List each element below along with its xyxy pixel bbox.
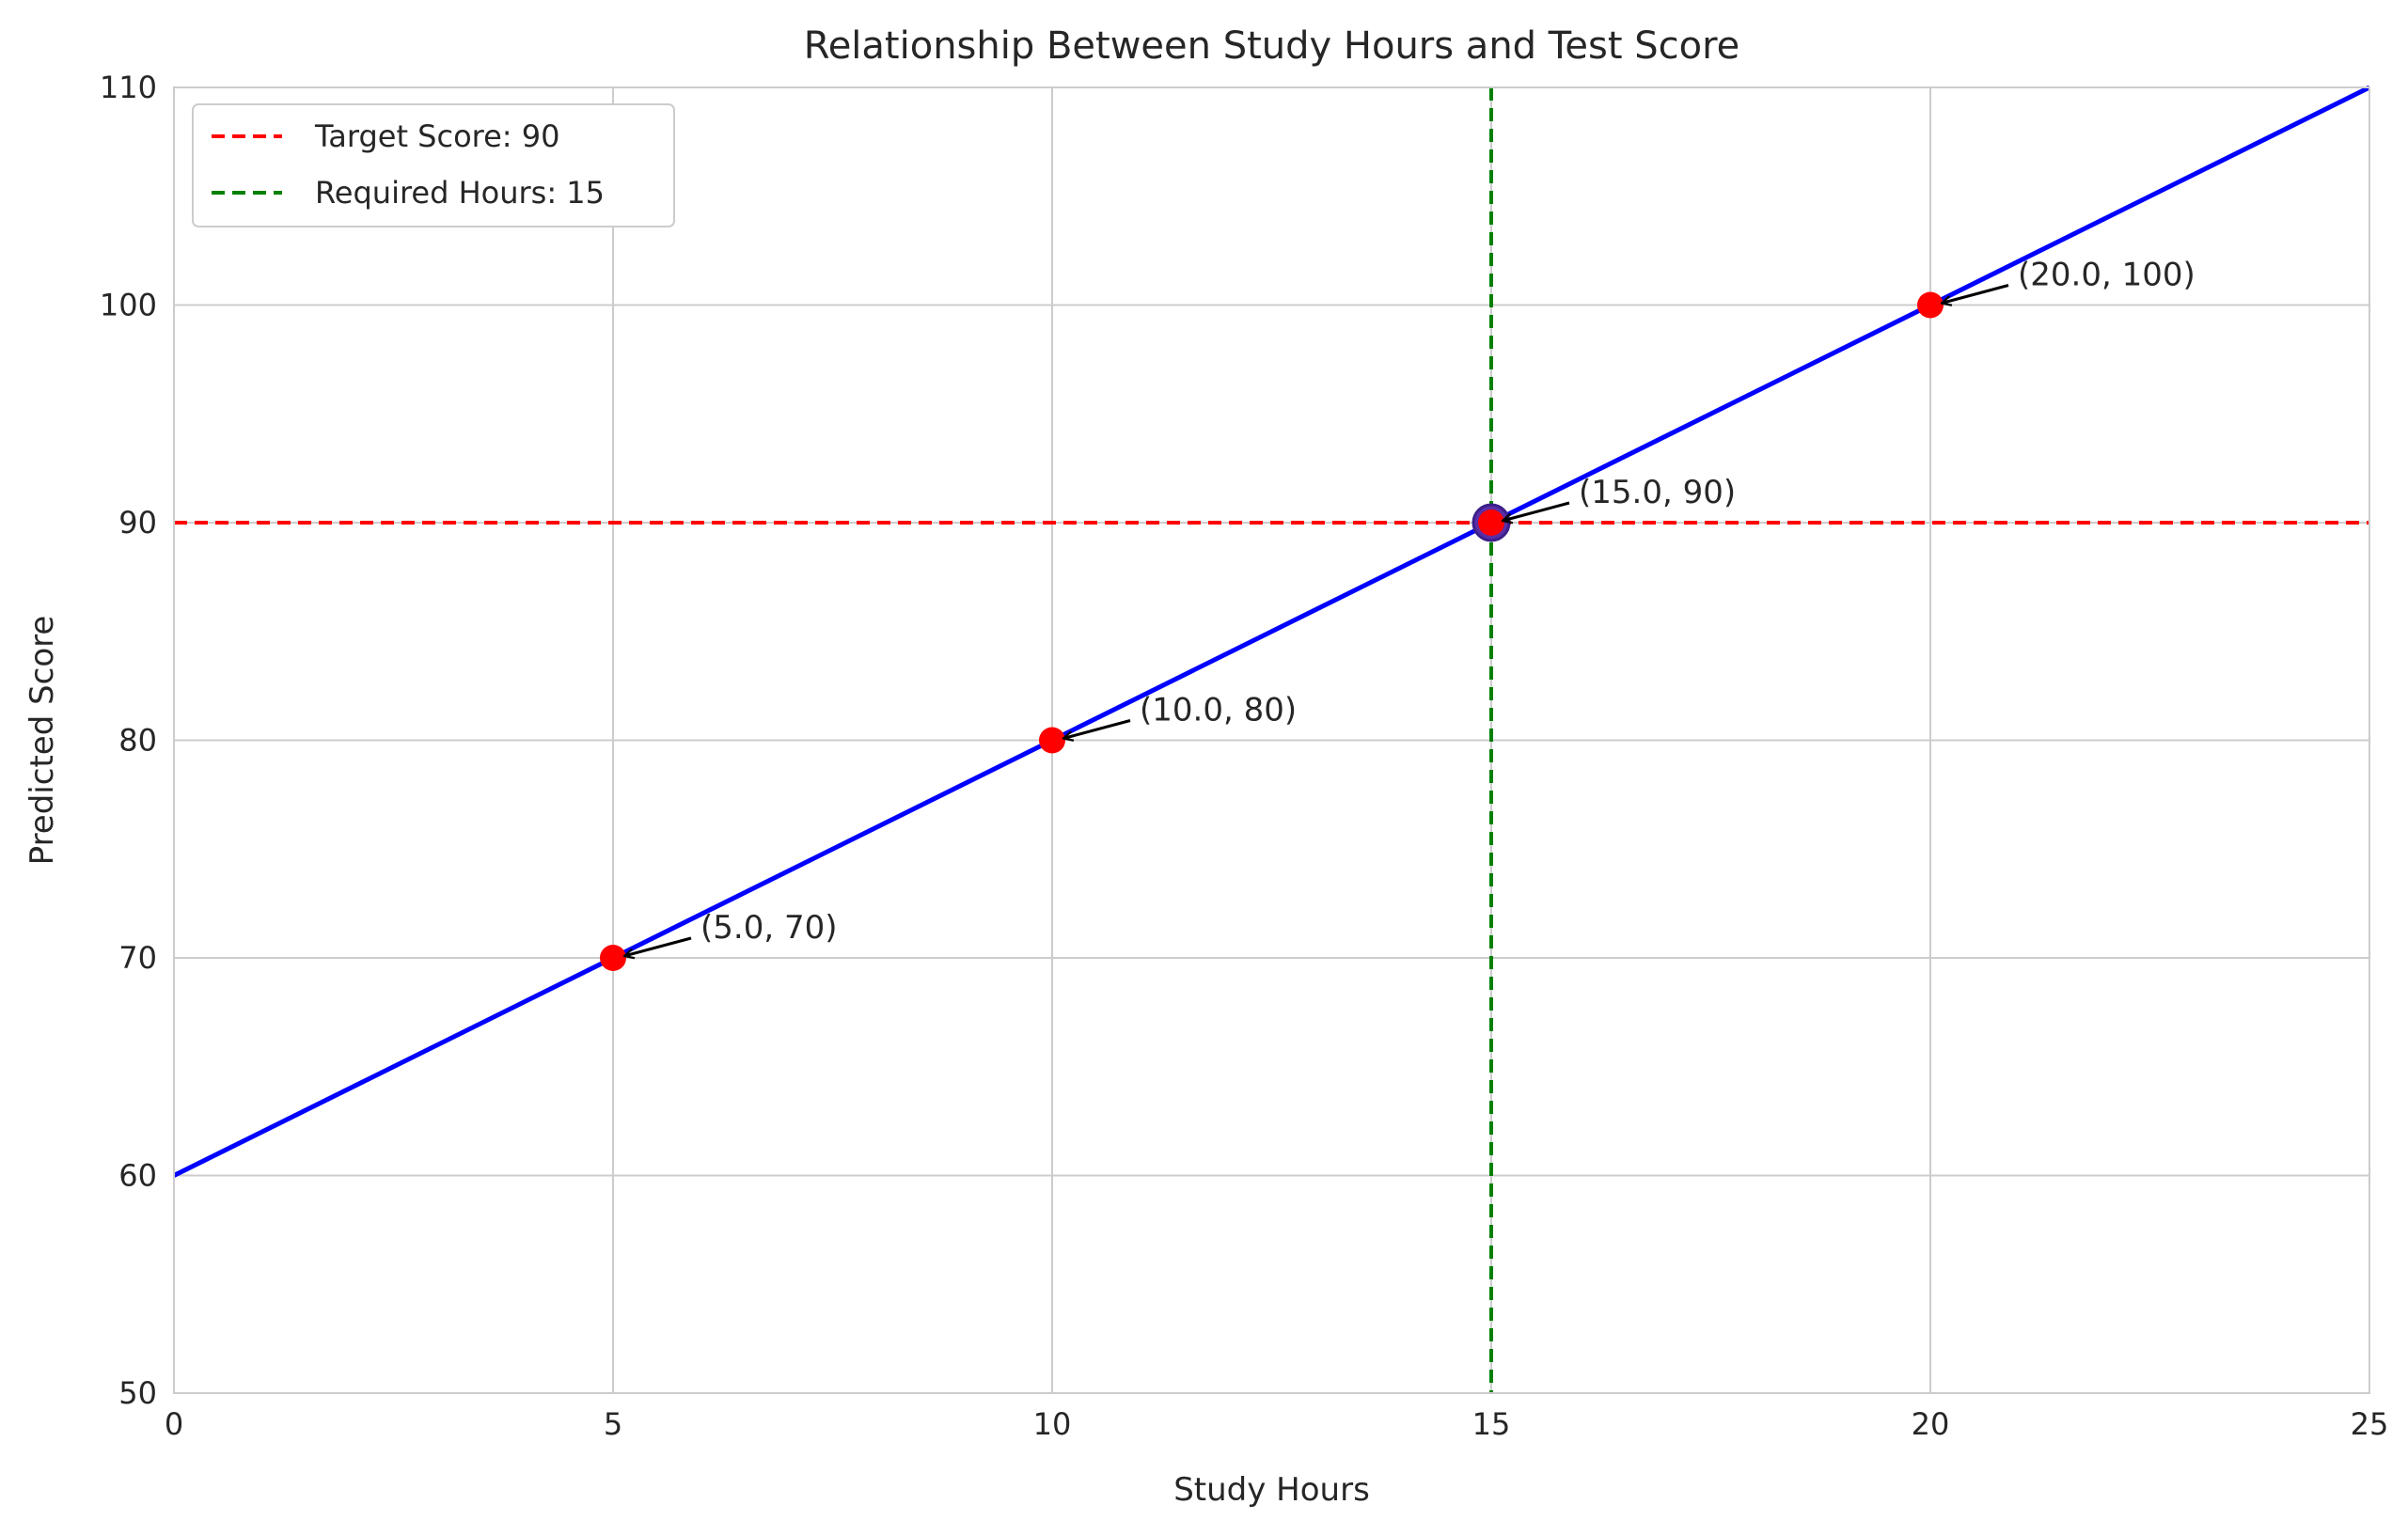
data-point <box>1039 727 1065 754</box>
plot-area: (5.0, 70) (10.0, 80) (15.0, 90) (20.0, 100) <box>172 85 2371 1393</box>
tick-labels: 0 5 10 15 20 25 50 60 70 80 90 100 110 <box>100 70 2388 1442</box>
x-tick-label: 10 <box>1033 1406 1072 1442</box>
annotation-arrow <box>1942 284 2009 304</box>
y-tick-label: 60 <box>118 1158 157 1194</box>
data-point <box>600 945 626 971</box>
legend-label-hours: Required Hours: 15 <box>315 175 605 211</box>
regression-line <box>172 85 2371 1178</box>
y-tick-label: 110 <box>100 70 157 105</box>
x-tick-label: 20 <box>1912 1406 1950 1442</box>
point-annotation: (20.0, 100) <box>2018 257 2196 294</box>
legend-box <box>192 103 675 227</box>
y-tick-label: 80 <box>118 723 157 759</box>
legend-label-target: Target Score: 90 <box>314 118 559 154</box>
data-point <box>1917 291 1944 319</box>
x-axis-label: Study Hours <box>1173 1471 1370 1509</box>
annotation-arrow <box>624 936 692 956</box>
legend: Target Score: 90 Required Hours: 15 <box>192 103 675 227</box>
y-tick-label: 70 <box>118 940 157 976</box>
y-axis-label: Predicted Score <box>24 616 61 866</box>
chart-title: Relationship Between Study Hours and Tes… <box>804 24 1740 68</box>
annotation-arrow <box>1503 501 1570 521</box>
point-annotation: (10.0, 80) <box>1140 692 1297 729</box>
y-tick-label: 50 <box>118 1375 157 1411</box>
x-tick-label: 0 <box>165 1406 183 1442</box>
y-tick-label: 90 <box>118 505 157 541</box>
x-tick-label: 25 <box>2351 1406 2389 1442</box>
y-tick-label: 100 <box>100 288 157 323</box>
plot-frame <box>173 86 2370 1394</box>
annotation-arrow <box>1063 719 1131 739</box>
data-point <box>1478 509 1504 536</box>
x-tick-label: 15 <box>1472 1406 1511 1442</box>
point-annotation: (5.0, 70) <box>700 909 837 947</box>
x-tick-label: 5 <box>604 1406 622 1442</box>
point-annotation: (15.0, 90) <box>1579 474 1736 511</box>
